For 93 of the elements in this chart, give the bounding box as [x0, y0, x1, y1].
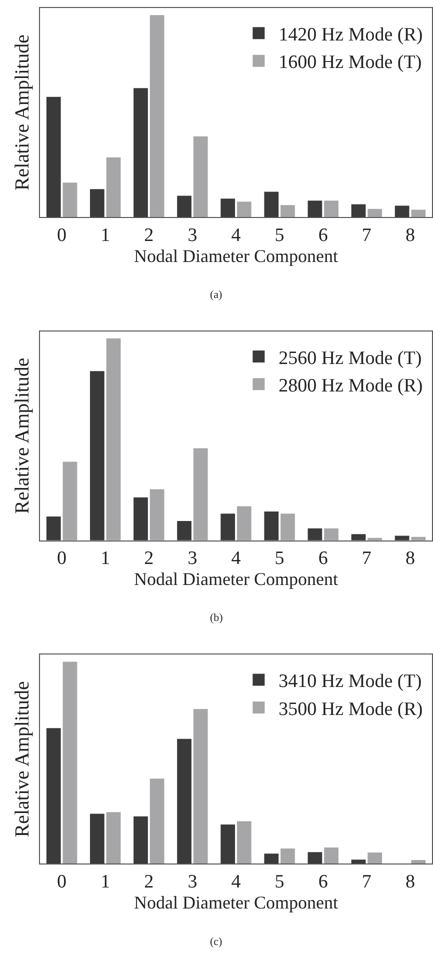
- bar: [308, 528, 322, 540]
- bar: [150, 15, 164, 217]
- x-tick-label: 3: [188, 548, 198, 570]
- bar: [394, 536, 410, 540]
- x-tick-label: 7: [362, 871, 372, 892]
- x-tick-label: 3: [188, 871, 198, 892]
- bar: [324, 528, 338, 540]
- x-tick-label: 7: [362, 548, 372, 570]
- bar: [351, 860, 366, 864]
- x-tick-label: 6: [318, 871, 328, 892]
- bar: [193, 136, 208, 217]
- bar: [368, 852, 382, 864]
- x-tick-label: 1: [100, 548, 110, 570]
- bar: [220, 514, 236, 540]
- y-axis-title: Relative Amplitude: [12, 681, 34, 838]
- x-tick-label: 0: [57, 548, 67, 570]
- bar: [193, 708, 208, 864]
- bar: [324, 848, 338, 864]
- bar: [62, 662, 78, 864]
- bar: [134, 88, 148, 217]
- x-tick-label: 3: [188, 224, 198, 246]
- x-axis-title: Nodal Diameter Component: [134, 892, 338, 912]
- bar: [193, 448, 208, 540]
- bar: [150, 778, 164, 864]
- bar: [280, 205, 295, 217]
- bar: [46, 516, 61, 540]
- bar: [411, 860, 426, 864]
- x-tick-label: 2: [144, 548, 154, 570]
- text: (c): [210, 936, 223, 948]
- bar: [324, 200, 338, 217]
- x-tick-label: 4: [231, 224, 242, 246]
- x-tick-label: 8: [405, 224, 415, 246]
- x-tick-label: 2: [144, 224, 154, 246]
- bar: [220, 198, 236, 217]
- legend-label: 3500 Hz Mode (R): [278, 698, 423, 720]
- bar: [62, 462, 78, 540]
- bar: [150, 489, 164, 540]
- bar: [177, 738, 192, 864]
- y-axis-title: Relative Amplitude: [12, 358, 34, 514]
- bar: [351, 204, 366, 217]
- x-tick-label: 8: [405, 871, 415, 892]
- x-tick-label: 5: [274, 871, 284, 892]
- x-tick-label: 6: [318, 548, 328, 570]
- x-tick-label: 1: [100, 224, 110, 246]
- x-axis-title: Nodal Diameter Component: [134, 246, 338, 266]
- x-tick-label: 0: [57, 871, 67, 892]
- bar: [106, 812, 121, 864]
- text: (a): [210, 289, 223, 301]
- x-axis-title: Nodal Diameter Component: [134, 569, 338, 590]
- bar: [236, 202, 252, 217]
- bar: [177, 520, 192, 540]
- bar: [134, 816, 148, 864]
- bar: [264, 192, 279, 217]
- bar: [368, 208, 382, 217]
- bar: [264, 854, 279, 864]
- bar: [280, 848, 295, 864]
- bar: [46, 728, 61, 864]
- bar: [106, 157, 121, 217]
- legend-label: 1600 Hz Mode (T): [278, 52, 422, 74]
- bar: [106, 338, 121, 540]
- x-tick-label: 6: [318, 224, 328, 246]
- x-tick-label: 1: [100, 871, 110, 892]
- bar: [90, 371, 104, 540]
- x-tick-label: 4: [231, 871, 242, 892]
- x-tick-label: 5: [274, 548, 284, 570]
- bar: [177, 196, 192, 217]
- y-axis-title: Relative Amplitude: [12, 34, 34, 191]
- bar: [264, 511, 279, 540]
- legend-label: 1420 Hz Mode (R): [278, 24, 423, 46]
- bar: [90, 814, 104, 864]
- bar: [280, 514, 295, 540]
- bar: [46, 96, 61, 217]
- legend-label: 3410 Hz Mode (T): [278, 671, 422, 692]
- bar: [134, 497, 148, 540]
- bar: [220, 824, 236, 864]
- text: (b): [210, 612, 224, 624]
- bar: [308, 852, 322, 864]
- bar: [90, 189, 104, 217]
- bar: [62, 182, 78, 217]
- bar: [236, 821, 252, 864]
- x-tick-label: 7: [362, 224, 372, 246]
- bar: [308, 200, 322, 217]
- bar: [411, 210, 426, 217]
- x-tick-label: 4: [231, 548, 242, 570]
- legend-label: 2560 Hz Mode (T): [278, 348, 422, 369]
- legend-label: 2800 Hz Mode (R): [278, 376, 423, 397]
- bar: [236, 506, 252, 540]
- bar: [351, 534, 366, 540]
- x-tick-label: 8: [405, 548, 415, 570]
- bar: [394, 206, 410, 217]
- x-tick-label: 0: [57, 224, 67, 246]
- x-tick-label: 2: [144, 871, 154, 892]
- x-tick-label: 5: [274, 224, 284, 246]
